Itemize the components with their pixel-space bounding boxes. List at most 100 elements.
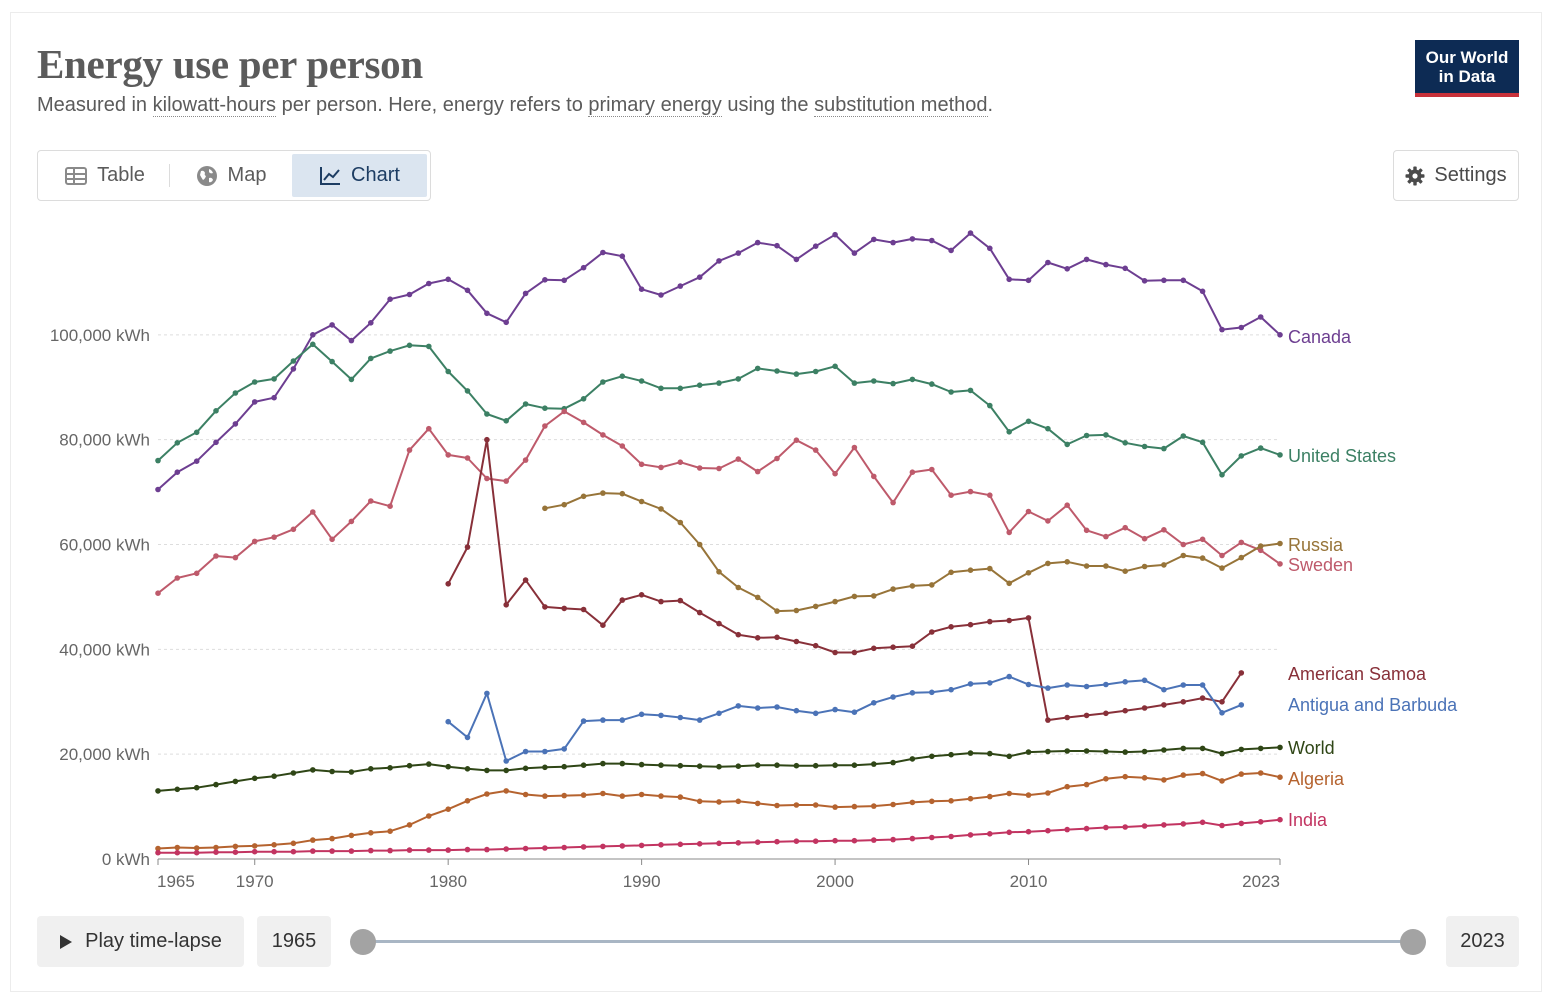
data-point-india [1277, 816, 1283, 823]
data-point-russia [1064, 559, 1070, 565]
timeline-end-handle[interactable] [1400, 929, 1426, 955]
data-point-canada [967, 230, 974, 236]
data-point-united-states [1122, 440, 1128, 446]
data-point-sweden [909, 469, 916, 476]
data-point-russia [1141, 563, 1148, 570]
data-point-antigua-and-barbuda [1199, 682, 1206, 688]
tab-map[interactable]: Map [170, 154, 292, 197]
timeline-slider-track[interactable] [363, 940, 1413, 943]
data-point-world [522, 765, 529, 772]
data-point-antigua-and-barbuda [948, 686, 954, 693]
data-point-antigua-and-barbuda [909, 690, 916, 696]
data-point-canada [1238, 324, 1245, 331]
data-point-canada [155, 486, 161, 493]
data-point-russia [909, 583, 916, 589]
data-point-india [1083, 825, 1090, 832]
data-point-world [812, 762, 819, 769]
data-point-united-states [348, 376, 355, 383]
data-point-sweden [1238, 539, 1245, 546]
data-point-united-states [464, 388, 471, 394]
play-time-lapse-button[interactable]: Play time-lapse [37, 916, 244, 967]
data-point-algeria [1277, 774, 1283, 780]
data-point-sweden [696, 465, 703, 471]
data-point-algeria [290, 840, 297, 847]
data-point-algeria [251, 843, 258, 849]
data-point-sweden [445, 452, 452, 458]
settings-button[interactable]: Settings [1393, 150, 1519, 201]
data-point-india [909, 835, 916, 842]
data-point-russia [1103, 563, 1109, 569]
y-tick-label: 40,000 kWh [59, 640, 150, 659]
data-point-world [542, 764, 548, 771]
data-point-united-states [716, 380, 722, 386]
end-year-box[interactable]: 2023 [1446, 916, 1519, 967]
data-point-india [251, 848, 258, 855]
data-point-antigua-and-barbuda [754, 705, 761, 711]
series-line-united-states [157, 343, 1281, 476]
tab-table[interactable]: Table [41, 154, 169, 197]
data-point-algeria [600, 790, 606, 797]
data-point-united-states [677, 385, 684, 392]
data-point-canada [871, 236, 877, 243]
data-point-india [677, 841, 684, 848]
substitution-method-link[interactable]: substitution method [814, 94, 988, 117]
x-tick-label: 1965 [157, 872, 195, 891]
kilowatt-hours-link[interactable]: kilowatt-hours [152, 94, 277, 117]
chart-title: Energy use per person [37, 41, 423, 87]
data-point-sweden [290, 526, 297, 533]
data-point-sweden [503, 478, 510, 484]
data-point-american-samoa [890, 644, 896, 650]
data-point-american-samoa [909, 643, 916, 649]
owid-logo[interactable]: Our World in Data [1415, 40, 1519, 97]
data-point-world [1257, 745, 1264, 752]
data-point-canada [1199, 288, 1206, 295]
data-point-antigua-and-barbuda [522, 748, 529, 755]
data-point-antigua-and-barbuda [561, 746, 567, 752]
data-point-canada [1045, 259, 1051, 266]
data-point-sweden [426, 425, 432, 432]
data-point-world [871, 761, 877, 767]
subtitle-text-1: Measured in [37, 94, 153, 116]
data-point-russia [1199, 555, 1206, 561]
data-point-russia [619, 490, 626, 497]
data-point-united-states [174, 440, 181, 446]
data-point-american-samoa [1219, 699, 1225, 705]
data-point-world [619, 760, 626, 767]
data-point-india [232, 849, 239, 855]
data-point-algeria [832, 804, 838, 810]
data-point-world [1161, 747, 1167, 753]
data-point-american-samoa [754, 635, 761, 641]
x-tick-label: 1980 [429, 872, 467, 891]
primary-energy-link[interactable]: primary energy [588, 94, 722, 117]
data-point-russia [1238, 554, 1245, 561]
series-line-american-samoa [447, 438, 1243, 722]
data-point-united-states [522, 401, 529, 407]
data-point-world [1122, 749, 1128, 755]
globe-icon [196, 165, 217, 186]
data-point-india [1103, 824, 1109, 831]
start-year-box[interactable]: 1965 [257, 916, 331, 967]
data-point-algeria [174, 844, 181, 851]
data-point-world [1064, 748, 1070, 754]
data-point-sweden [1199, 536, 1206, 543]
data-point-world [929, 753, 935, 760]
timeline-start-handle[interactable] [350, 929, 376, 955]
data-point-russia [696, 541, 703, 548]
data-point-algeria [1025, 792, 1032, 798]
y-tick-label: 100,000 kWh [50, 326, 150, 345]
data-point-american-samoa [871, 645, 877, 652]
tab-chart[interactable]: Chart [292, 154, 427, 197]
data-point-united-states [638, 378, 645, 384]
data-point-world [987, 750, 993, 757]
data-point-sweden [251, 538, 258, 545]
data-point-sweden [155, 590, 161, 596]
y-tick-label: 80,000 kWh [59, 431, 150, 450]
data-point-canada [348, 337, 355, 344]
data-point-sweden [542, 423, 548, 429]
data-point-russia [871, 593, 877, 599]
data-point-antigua-and-barbuda [484, 690, 490, 697]
data-point-algeria [1141, 775, 1148, 781]
data-point-american-samoa [1083, 712, 1090, 719]
data-point-india [851, 837, 858, 844]
data-point-algeria [754, 800, 761, 807]
